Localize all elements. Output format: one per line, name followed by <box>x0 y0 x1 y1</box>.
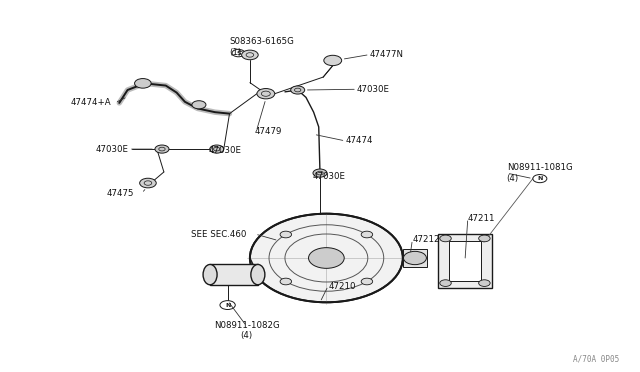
Text: 47474: 47474 <box>346 137 373 145</box>
Text: N: N <box>537 176 543 181</box>
Text: S: S <box>236 51 241 55</box>
Circle shape <box>324 55 342 65</box>
Circle shape <box>479 280 490 286</box>
Circle shape <box>479 235 490 242</box>
Ellipse shape <box>203 264 217 285</box>
Circle shape <box>210 145 224 153</box>
Ellipse shape <box>251 264 265 285</box>
Circle shape <box>140 178 156 188</box>
Circle shape <box>308 248 344 268</box>
Circle shape <box>257 89 275 99</box>
Text: 47030E: 47030E <box>312 172 346 181</box>
Bar <box>210 264 258 285</box>
Text: 47030E: 47030E <box>209 146 241 155</box>
Circle shape <box>403 251 426 264</box>
Text: 47475: 47475 <box>106 189 134 198</box>
Bar <box>449 241 481 281</box>
Circle shape <box>250 214 403 302</box>
Circle shape <box>291 86 305 94</box>
Circle shape <box>313 169 327 177</box>
Text: N08911-1081G
(4): N08911-1081G (4) <box>507 163 572 183</box>
Circle shape <box>242 50 258 60</box>
Circle shape <box>361 231 372 238</box>
Text: 47211: 47211 <box>468 214 495 222</box>
Bar <box>438 234 492 288</box>
Text: 47477N: 47477N <box>370 50 404 59</box>
Circle shape <box>192 101 206 109</box>
Text: 47212: 47212 <box>412 235 440 244</box>
Text: SEE SEC.460: SEE SEC.460 <box>191 230 246 239</box>
Text: 47210: 47210 <box>328 282 356 291</box>
Text: N: N <box>225 302 230 308</box>
Text: S08363-6165G
(1): S08363-6165G (1) <box>230 38 294 57</box>
Circle shape <box>134 78 151 88</box>
Text: 47479: 47479 <box>255 127 282 136</box>
Text: 47030E: 47030E <box>96 145 129 154</box>
Text: 47030E: 47030E <box>357 85 390 94</box>
Circle shape <box>280 278 292 285</box>
Text: A/70A 0P05: A/70A 0P05 <box>573 354 620 363</box>
Text: 47474+A: 47474+A <box>70 98 111 107</box>
Circle shape <box>440 280 451 286</box>
Circle shape <box>440 235 451 242</box>
Bar <box>403 249 427 267</box>
Circle shape <box>280 231 292 238</box>
Circle shape <box>155 145 169 153</box>
Circle shape <box>361 278 372 285</box>
Text: N08911-1082G
(4): N08911-1082G (4) <box>214 321 280 340</box>
